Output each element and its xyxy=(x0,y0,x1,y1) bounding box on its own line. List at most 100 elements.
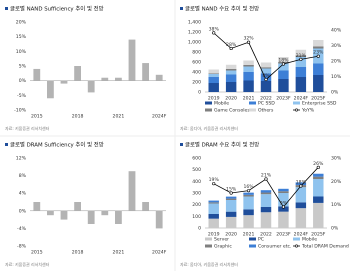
stacked-bar xyxy=(313,63,324,75)
stacked-bar xyxy=(208,202,219,204)
title-marker xyxy=(5,143,8,146)
legend-swatch xyxy=(205,237,212,241)
bar xyxy=(115,210,122,224)
y2-tick-label: 10% xyxy=(331,74,342,80)
y-tick-label: 200 xyxy=(192,202,201,208)
bar xyxy=(74,202,81,211)
x-tick-label: 2023F xyxy=(276,232,291,238)
x-tick-label: 2025F xyxy=(311,96,326,102)
bar xyxy=(101,210,109,216)
stacked-bar xyxy=(278,193,289,207)
stacked-bar xyxy=(260,73,272,81)
stacked-bar xyxy=(243,60,254,65)
value-label: 32% xyxy=(243,36,254,42)
legend-label: Mobile xyxy=(214,101,229,107)
y-tick-label: 4% xyxy=(19,191,27,197)
y-tick-label: 0 xyxy=(198,90,201,96)
bar xyxy=(47,80,54,99)
stacked-bar xyxy=(295,67,307,77)
legend-swatch xyxy=(249,244,256,248)
stacked-bar xyxy=(313,75,324,92)
bar xyxy=(60,210,68,220)
chart-title: 글로벌 DRAM 수요 추이 및 전망 xyxy=(185,141,259,149)
y-tick-label: 400 xyxy=(192,70,201,76)
stacked-bar xyxy=(208,69,219,74)
stacked-bar xyxy=(208,74,219,77)
y-tick-label: 0% xyxy=(19,208,27,214)
stacked-bar xyxy=(278,63,289,71)
stacked-bar xyxy=(313,176,324,179)
value-label: 21% xyxy=(296,53,307,59)
stacked-bar xyxy=(260,192,272,195)
legend-swatch xyxy=(249,237,256,241)
stacked-bar xyxy=(295,57,307,67)
legend-swatch xyxy=(293,237,300,241)
stacked-bar xyxy=(243,65,254,67)
line-point xyxy=(299,57,303,61)
stacked-bar xyxy=(278,206,289,212)
bar xyxy=(33,68,41,81)
stacked-bar xyxy=(208,73,219,74)
stacked-bar xyxy=(225,211,237,217)
y2-tick-label: 30% xyxy=(331,156,342,162)
bar xyxy=(115,77,122,81)
y2-tick-label: 20% xyxy=(331,58,342,64)
legend-swatch xyxy=(205,101,212,105)
chart-title: 글로벌 DRAM Sufficiency 추이 및 전망 xyxy=(10,141,104,149)
legend-label: Total DRAM Demand xyxy=(301,244,349,250)
legend-label: Others xyxy=(258,108,274,114)
stacked-bar xyxy=(260,207,272,213)
line-point xyxy=(281,62,286,66)
value-label: 18% xyxy=(278,58,289,64)
bar xyxy=(87,80,95,93)
bar xyxy=(33,202,41,211)
stacked-bar xyxy=(313,196,324,203)
stacked-bar xyxy=(225,69,237,71)
stacked-bar xyxy=(243,192,254,195)
y2-tick-label: 40% xyxy=(331,27,342,33)
stacked-bar xyxy=(243,194,254,197)
x-tick-label: 2021 xyxy=(113,250,125,256)
legend-label: Mobile xyxy=(302,237,317,243)
source-note: 자료: 키움증권 리서치센터 xyxy=(5,125,50,131)
x-tick-label: 2020 xyxy=(225,232,237,238)
stacked-bar xyxy=(260,190,272,193)
bar xyxy=(87,210,95,224)
bar xyxy=(74,66,81,81)
stacked-bar xyxy=(260,67,272,69)
y-tick-label: 10% xyxy=(16,49,27,55)
bar xyxy=(128,39,136,81)
source-note: 자료: 키움증권 리서치센터 xyxy=(5,261,50,267)
x-tick-label: 2025F xyxy=(311,232,326,238)
bar xyxy=(155,74,163,81)
y-tick-label: 0% xyxy=(19,78,27,84)
stacked-bar xyxy=(243,72,254,81)
line-point xyxy=(212,31,216,35)
y-tick-label: -4% xyxy=(17,226,27,232)
y-tick-label: 15% xyxy=(16,34,27,40)
stacked-bar xyxy=(260,194,272,207)
stacked-bar xyxy=(243,66,254,72)
legend-swatch xyxy=(205,108,212,112)
stacked-bar xyxy=(208,83,219,92)
y2-tick-label: 0% xyxy=(331,226,339,232)
x-tick-label: 2024F xyxy=(294,96,309,102)
x-tick-label: 2018 xyxy=(72,114,84,120)
title-marker xyxy=(5,7,8,10)
bar xyxy=(47,210,54,216)
value-label: 8% xyxy=(262,73,270,79)
stacked-bar xyxy=(243,209,254,216)
y-tick-label: -10% xyxy=(14,108,27,114)
value-label: 18% xyxy=(296,180,307,186)
y-tick-label: 8% xyxy=(19,173,27,179)
stacked-bar xyxy=(225,196,237,199)
stacked-bar xyxy=(225,198,237,200)
stacked-bar xyxy=(208,214,219,219)
x-tick-label: 2021 xyxy=(243,232,255,238)
stacked-bar xyxy=(313,46,324,49)
value-label: 16% xyxy=(243,184,254,190)
line-point xyxy=(281,205,286,209)
